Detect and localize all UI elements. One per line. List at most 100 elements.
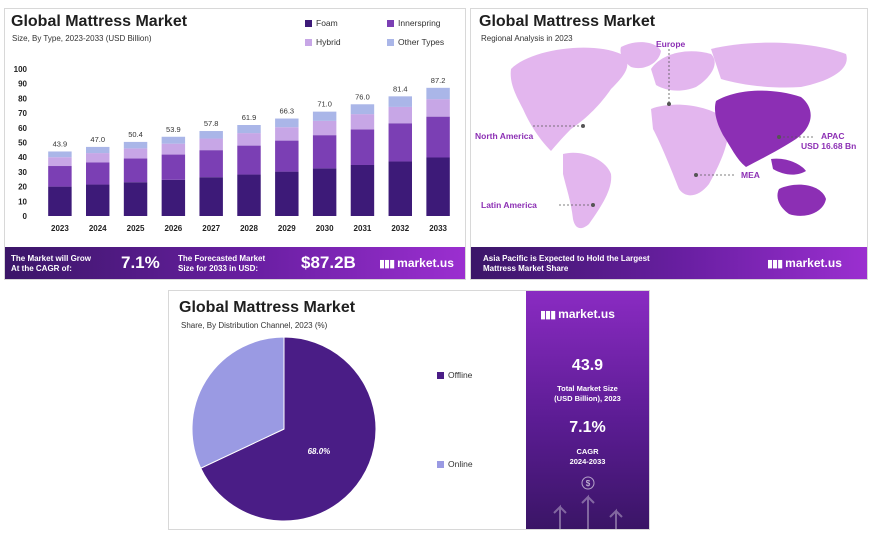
bar-segment-foam (48, 186, 72, 216)
bar-segment-innerspring (426, 116, 450, 158)
map-label-latin-america: Latin America (481, 200, 537, 210)
map-banner: Asia Pacific is Expected to Hold the Lar… (471, 247, 867, 279)
bar-segment-other-types (86, 146, 110, 154)
bar-segment-foam (123, 182, 148, 216)
x-tick-label: 2033 (429, 224, 447, 233)
brand-logo: ▮▮▮ market.us (379, 256, 454, 270)
bar-segment-other-types (161, 136, 186, 144)
market-size-value: 43.9 (571, 357, 604, 374)
bar-segment-foam (86, 184, 110, 216)
bar-segment-other-types (48, 151, 72, 158)
bar-segment-other-types (426, 87, 450, 100)
y-tick-label: 30 (18, 168, 27, 177)
bar-segment-innerspring (199, 150, 223, 178)
bar-segment-foam (199, 177, 223, 216)
region-greenland (620, 42, 661, 69)
bar-value-label: 76.0 (355, 92, 370, 101)
legend-swatch-hybrid (305, 39, 312, 46)
bar-value-label: 61.9 (242, 113, 257, 122)
market-size-label-line-2: (USD Billion), 2023 (554, 394, 621, 403)
region-north-america (510, 47, 628, 151)
pie-slice-offline (200, 336, 377, 522)
map-subtitle: Regional Analysis in 2023 (481, 34, 573, 43)
map-label-north-america: North America (475, 131, 534, 141)
bar-chart-subtitle: Size, By Type, 2023-2033 (USD Billion) (12, 34, 152, 43)
forecast-value: $87.2B (301, 253, 356, 272)
bar-segment-innerspring (237, 145, 261, 175)
grow-label-line-1: The Market will Grow (11, 254, 92, 263)
y-tick-label: 0 (23, 212, 28, 221)
legend-swatch-foam (305, 20, 312, 27)
side-cagr-value: 7.1% (569, 419, 606, 436)
y-tick-label: 70 (18, 109, 27, 118)
bar-segment-foam (312, 168, 337, 216)
map-panel: Global Mattress Market Regional Analysis… (470, 8, 868, 280)
svg-text:$: $ (586, 479, 591, 488)
x-tick-label: 2026 (164, 224, 182, 233)
legend-swatch-offline (437, 372, 444, 379)
region-europe (651, 51, 715, 91)
bar-chart-title: Global Mattress Market (11, 13, 188, 30)
forecast-label-line-2: Size for 2033 in USD: (178, 264, 259, 273)
bar-segment-other-types (199, 131, 223, 139)
map-label-apac: APAC (821, 131, 844, 141)
forecast-label: The Forecasted Market Size for 2033 in US… (178, 254, 265, 274)
bar-value-label: 87.2 (431, 76, 446, 85)
x-tick-label: 2024 (89, 224, 107, 233)
bar-segment-other-types (123, 141, 148, 149)
world-map (510, 42, 847, 229)
side-brand-logo: ▮▮▮ market.us (540, 307, 615, 321)
bar-segment-hybrid (312, 120, 337, 136)
bar-segment-foam (161, 179, 186, 216)
legend-swatch-innerspring (387, 20, 394, 27)
brand-text: market.us (785, 256, 842, 270)
map-banner-line-1: Asia Pacific is Expected to Hold the Lar… (483, 254, 650, 263)
bar-segment-innerspring (161, 154, 186, 180)
legend-swatch-online (437, 461, 444, 468)
region-mea (651, 104, 729, 196)
legend-swatch-other (387, 39, 394, 46)
map-label-europe: Europe (656, 39, 686, 49)
bar-segment-other-types (388, 96, 412, 107)
region-apac (714, 90, 811, 167)
legend-item-hybrid: Hybrid (305, 37, 341, 47)
pie-chart-title: Global Mattress Market (179, 299, 356, 316)
market-size-label: Total Market Size (USD Billion), 2023 (526, 384, 649, 404)
bar-segment-innerspring (86, 162, 110, 185)
y-tick-label: 10 (18, 197, 27, 206)
bar-segment-other-types (312, 111, 337, 121)
region-southeast-asia (771, 158, 806, 175)
map-banner-line-2: Mattress Market Share (483, 264, 569, 273)
bar-segment-innerspring (123, 158, 148, 183)
x-tick-label: 2027 (202, 224, 220, 233)
legend-label: Offline (448, 370, 473, 380)
bar-chart-panel: Global Mattress Market Size, By Type, 20… (4, 8, 466, 280)
bar-segment-hybrid (86, 153, 110, 163)
brand-text: market.us (397, 256, 454, 270)
region-australia (777, 184, 826, 216)
legend-label: Other Types (398, 37, 445, 47)
bar-segment-other-types (237, 125, 261, 134)
map-label-mea: MEA (741, 170, 760, 180)
bar-segment-foam (426, 157, 450, 216)
x-tick-label: 2029 (278, 224, 296, 233)
y-tick-label: 40 (18, 153, 27, 162)
bar-value-label: 43.9 (53, 139, 68, 148)
legend-item-offline: Offline (437, 370, 472, 380)
y-tick-label: 60 (18, 124, 27, 133)
market-size-label-line-1: Total Market Size (557, 384, 618, 393)
map-label-apac-value: USD 16.68 Bn (801, 141, 857, 151)
side-cagr-label: CAGR 2024-2033 (526, 447, 649, 467)
y-tick-label: 100 (14, 65, 28, 74)
legend-item-innerspring: Innerspring (387, 18, 441, 28)
grow-label: The Market will Grow At the CAGR of: (11, 254, 91, 274)
bar-segment-innerspring (312, 135, 337, 169)
legend-label: Online (448, 459, 473, 469)
bar-value-label: 71.0 (317, 100, 332, 109)
bar-segment-innerspring (48, 166, 72, 187)
x-tick-label: 2032 (391, 224, 409, 233)
y-tick-label: 50 (18, 139, 27, 148)
legend-item-other: Other Types (387, 37, 444, 47)
x-tick-label: 2023 (51, 224, 69, 233)
y-tick-label: 80 (18, 94, 27, 103)
